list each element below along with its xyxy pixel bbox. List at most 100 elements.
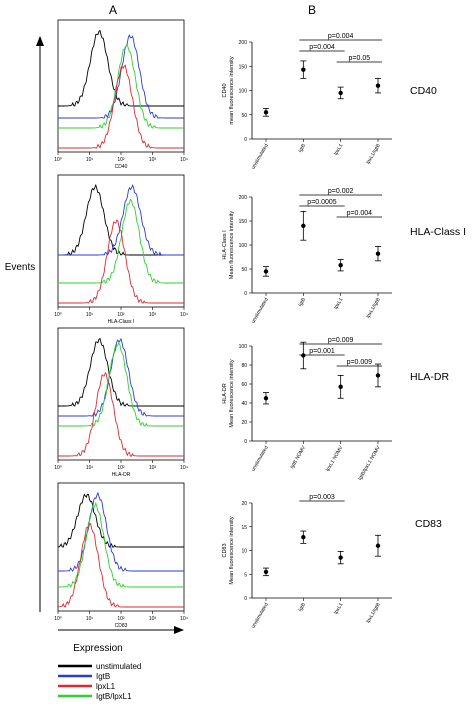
x-tick-label: 10¹ [86,312,94,318]
histogram-curve-igtb-lpxl1 [58,198,184,284]
expression-label: Expression [73,643,122,654]
x-tick-label: 10⁴ [180,157,188,163]
y-axis-label-line: Mean fluorescence intensity [229,359,235,427]
marker-labels: CD40 HLA-Class I HLA-DR CD83 [410,85,466,530]
category-label: lpxL1 [333,143,344,157]
histogram-curve-igtb [58,491,184,572]
y-tick-label: 20 [241,420,247,426]
category-label: lpxL1 NOMV [325,444,345,472]
histogram-curve-lpxl1 [57,522,184,608]
histogram-curve-igtb-lpxl1 [58,341,184,427]
histogram-curve-lpxl1 [58,64,184,149]
y-axis-label-line: HLA-DR [222,383,228,404]
y-tick-label: 10 [241,549,247,555]
histogram-2: 10⁰ 10¹ 10² 10³ 10⁴ HLA-DR [54,327,188,478]
x-tick-label: 10¹ [86,616,94,622]
x-tick-label: 10¹ [86,465,94,471]
y-axis-label: HLA-Class IMean fluorescence intensity [222,211,235,279]
y-tick-label: 5 [244,572,247,578]
y-axis-label-line: mean fluorescence intensity [229,56,235,124]
category-label: unstimulated [250,297,269,325]
y-axis-label: HLA-DRMean fluorescence intensity [222,359,235,427]
y-tick-label: 0 [244,439,247,445]
category-label: lpxL1 [333,602,344,616]
data-point [263,269,269,274]
y-tick-label: 20 [241,501,247,507]
dot-plot-0: 0 50 100 150 200 CD40mean fluorescence intens… [222,33,392,171]
x-tick-label: 10² [117,616,125,622]
category-label: IgtB [297,601,307,612]
x-axis-label: CD83 [115,623,128,629]
y-axis-label-line: HLA-Class I [222,230,228,260]
data-point [338,262,343,268]
histogram-curve-igtb-lpxl1 [58,43,184,129]
x-tick-label: 10² [117,157,125,163]
y-axis-label: CD40mean fluorescence intensity [222,56,235,124]
x-tick-label: 10³ [149,157,157,163]
x-tick-label: 10² [117,312,125,318]
x-tick-label: 10³ [149,465,157,471]
x-tick-label: 10⁰ [54,465,62,471]
y-tick-label: 100 [239,344,248,350]
legend-label: IgtB/lpxL1 [96,692,132,701]
category-label: lpxL1 [333,297,344,311]
data-point [375,251,381,256]
y-tick-label: 200 [239,195,248,201]
histogram-panels: 10⁰ 10¹ 10² 10³ 10⁴ CD40 10⁰ 10¹ 10² 10³ 10⁴ HLA-Cl… [54,19,188,629]
histogram-curve-igtb-lpxl1 [58,501,184,588]
x-tick-label: 10⁰ [54,312,62,318]
y-tick-label: 60 [241,382,247,388]
expression-arrowhead [174,626,184,634]
histogram-curve-unstimulated [57,493,184,548]
panel-label-a: A [109,3,117,17]
x-tick-label: 10³ [149,616,157,622]
x-tick-label: 10⁴ [180,312,188,318]
events-arrowhead [36,36,44,46]
category-label: IgtB [297,296,307,307]
legend-label: IgtB [96,672,110,681]
y-tick-label: 15 [241,525,247,531]
dot-plot-2: 0 20 40 60 80 100 HLA-DRMean fluorescence inte… [222,337,392,481]
dot-plot-3: 0 5 10 15 20 CD83Mean fluorescence intensity u… [222,494,392,630]
p-value-label: p=0.004 [347,210,373,217]
dot-plot-1: 0 50 100 150 200 HLA-Class IMean fluorescence… [222,188,392,325]
y-tick-label: 50 [241,113,247,119]
x-axis-label: CD40 [115,164,128,170]
p-value-label: p=0.009 [347,359,373,366]
x-tick-label: 10⁴ [180,616,188,622]
data-point [338,384,343,390]
data-point [263,396,269,401]
histogram-0: 10⁰ 10¹ 10² 10³ 10⁴ CD40 [54,19,188,170]
y-tick-label: 0 [244,291,247,297]
category-label: lpxL1/IgtB [365,142,382,165]
marker-label: CD40 [410,85,437,97]
y-axis-label-line: CD83 [222,543,228,557]
data-point [301,223,306,228]
category-label: lpxL1/IgtB [365,296,382,319]
data-point [338,555,343,560]
category-label: IgtB [297,142,307,153]
y-axis-label: CD83Mean fluorescence intensity [222,516,235,584]
y-axis-label-line: Mean fluorescence intensity [229,211,235,279]
category-label: IgtB/lpxL1 NOMV [357,444,382,481]
y-tick-label: 150 [239,64,248,70]
marker-label: CD83 [415,518,442,530]
y-tick-label: 80 [241,363,247,369]
y-tick-label: 0 [244,596,247,602]
histogram-frame [57,174,185,308]
y-axis-label-line: CD40 [222,83,228,97]
data-point [338,90,343,96]
p-value-label: p=0.004 [309,44,335,51]
histogram-3: 10⁰ 10¹ 10² 10³ 10⁴ CD83 [54,482,188,629]
x-tick-label: 10³ [149,312,157,318]
x-tick-label: 10⁴ [180,465,188,471]
legend-label: lpxL1 [96,682,116,691]
p-value-label: p=0.009 [328,337,354,344]
p-value-label: p=0.05 [349,55,371,62]
panel-label-b: B [308,3,316,17]
histogram-curve-lpxl1 [58,219,184,304]
y-tick-label: 100 [239,243,248,249]
data-point [301,535,306,540]
